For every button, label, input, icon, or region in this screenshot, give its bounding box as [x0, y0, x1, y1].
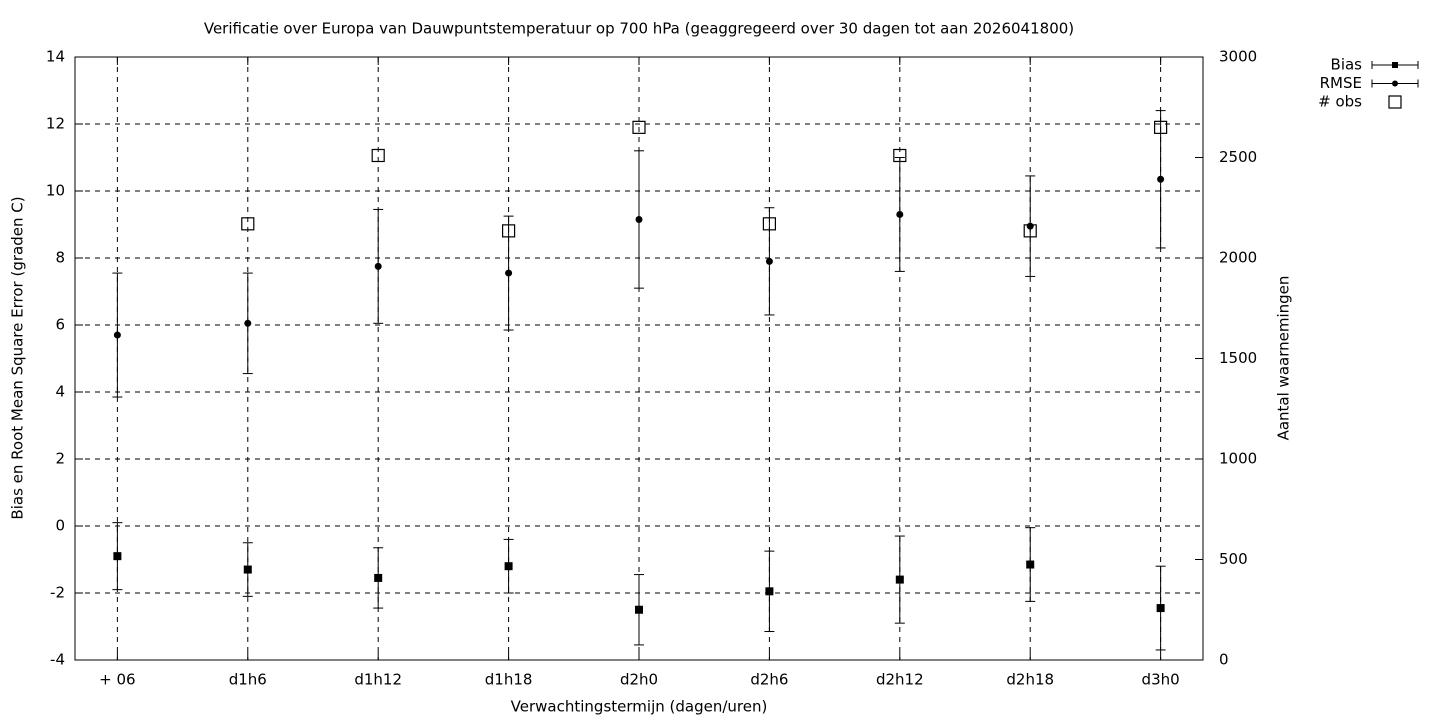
y2-tick-label: 500 — [1219, 550, 1248, 568]
point — [244, 319, 252, 327]
x-tick-label: d2h0 — [620, 671, 658, 689]
point — [113, 552, 122, 561]
y-tick-label: 10 — [46, 182, 65, 200]
y2-tick-label: 2000 — [1219, 249, 1257, 267]
y2-tick-label: 3000 — [1219, 48, 1257, 66]
y2-axis-label: Aantal waarnemingen — [1275, 276, 1293, 441]
y-tick-label: -2 — [50, 584, 65, 602]
x-axis-label: Verwachtingstermijn (dagen/uren) — [511, 698, 768, 716]
y-tick-label: 8 — [55, 249, 65, 267]
legend-marker — [1392, 80, 1398, 87]
point — [896, 210, 904, 218]
x-tick-label: d2h6 — [750, 671, 788, 689]
point — [762, 217, 777, 231]
point — [1156, 604, 1165, 613]
y2-tick-label: 0 — [1219, 651, 1229, 669]
point — [1154, 120, 1168, 134]
point — [501, 224, 516, 238]
legend-marker — [1392, 62, 1398, 68]
chart-title: Verificatie over Europa van Dauwpuntstem… — [204, 20, 1074, 38]
point — [1026, 560, 1035, 569]
point — [765, 587, 774, 596]
legend-label: Bias — [1331, 56, 1363, 74]
point — [374, 262, 382, 270]
x-tick-label: d1h6 — [229, 671, 267, 689]
point — [241, 217, 255, 231]
y-tick-label: 14 — [46, 48, 65, 66]
y-tick-label: 2 — [55, 450, 65, 468]
point — [1157, 175, 1165, 183]
point — [893, 148, 907, 163]
point — [505, 269, 513, 277]
x-tick-label: d1h18 — [485, 671, 533, 689]
x-tick-label: d2h12 — [876, 671, 924, 689]
y-tick-label: 0 — [55, 517, 65, 535]
legend-label: # obs — [1318, 93, 1362, 111]
point — [635, 605, 643, 614]
y-tick-label: 6 — [55, 316, 65, 334]
y-tick-label: 4 — [55, 383, 65, 401]
x-tick-label: d3h0 — [1142, 671, 1180, 689]
point — [113, 331, 121, 339]
point — [243, 565, 252, 574]
point — [632, 120, 646, 134]
point — [1023, 224, 1037, 238]
point — [1026, 222, 1034, 230]
legend-label: RMSE — [1320, 74, 1362, 92]
x-tick-label: d1h12 — [354, 671, 402, 689]
point — [635, 215, 643, 223]
point — [765, 257, 773, 265]
y-tick-label: -4 — [50, 651, 65, 669]
x-tick-label: + 06 — [99, 671, 135, 689]
x-tick-label: d2h18 — [1006, 671, 1054, 689]
point — [371, 148, 385, 163]
y-axis-label: Bias en Root Mean Square Error (graden C… — [9, 196, 27, 519]
point — [374, 573, 383, 582]
y-tick-label: 12 — [46, 115, 65, 133]
legend-marker — [1388, 95, 1402, 109]
y2-tick-label: 2500 — [1219, 148, 1257, 166]
point — [504, 562, 513, 571]
y2-tick-label: 1000 — [1219, 450, 1257, 468]
y2-tick-label: 1500 — [1219, 349, 1257, 367]
point — [895, 575, 904, 584]
